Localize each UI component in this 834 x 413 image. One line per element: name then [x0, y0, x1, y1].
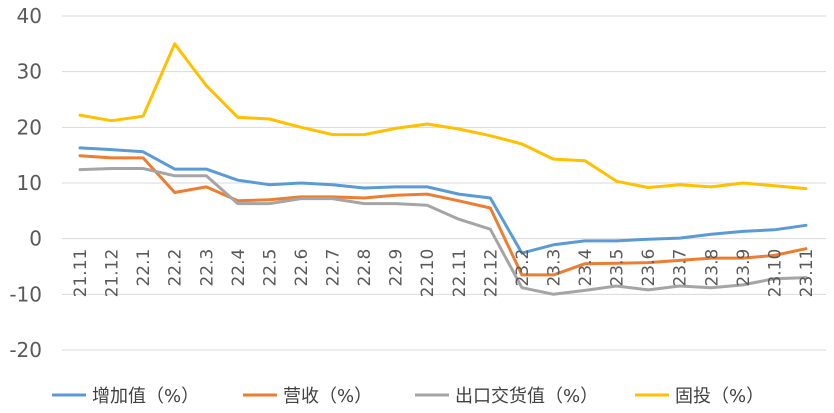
x-tick-label: 22.9 — [387, 249, 407, 287]
y-tick-label: 0 — [29, 227, 42, 251]
series-line-0 — [78, 146, 808, 255]
x-tick-label: 22.3 — [197, 249, 217, 287]
y-tick-label: 20 — [17, 115, 42, 139]
series-line-3 — [78, 42, 808, 191]
y-tick-label: -20 — [9, 338, 42, 362]
y-axis-ticks: 40 30 20 10 0 -10 -20 — [9, 4, 42, 362]
x-tick-label: 22.4 — [229, 249, 249, 287]
x-tick-label: 21.11 — [71, 249, 91, 298]
y-tick-label: -10 — [9, 282, 42, 306]
x-tick-label: 22.5 — [260, 249, 280, 287]
x-tick-label: 23.9 — [734, 249, 754, 287]
legend: 增加值（%） 营收（%） 出口交货值（%） 固投（%） — [52, 386, 764, 407]
x-axis-ticks: 21.11 21.12 22.1 22.2 22.3 22.4 22.5 22.6 22.7 22… — [71, 249, 817, 298]
series-line-1 — [78, 154, 808, 277]
x-tick-label: 22.10 — [418, 249, 438, 298]
x-tick-label: 22.7 — [324, 249, 344, 287]
x-tick-label: 23.2 — [513, 249, 533, 287]
legend-label: 出口交货值（%） — [455, 386, 598, 407]
legend-label: 营收（%） — [283, 386, 372, 407]
x-tick-label: 22.12 — [481, 249, 501, 298]
legend-label: 增加值（%） — [92, 386, 199, 407]
x-tick-label: 23.10 — [765, 249, 785, 298]
x-tick-label: 23.7 — [671, 249, 691, 287]
gridlines — [62, 15, 826, 351]
x-tick-label: 22.1 — [134, 249, 154, 287]
x-tick-label: 23.8 — [702, 249, 722, 287]
x-tick-label: 21.12 — [103, 249, 123, 298]
x-tick-label: 22.11 — [450, 249, 470, 298]
x-tick-label: 22.6 — [292, 249, 312, 287]
x-tick-label: 23.3 — [544, 249, 564, 287]
x-tick-label: 22.8 — [355, 249, 375, 287]
y-tick-label: 30 — [17, 60, 42, 84]
y-tick-label: 40 — [17, 4, 42, 28]
x-tick-label: 23.4 — [576, 249, 596, 287]
series-lines — [78, 42, 808, 296]
x-tick-label: 23.5 — [608, 249, 628, 287]
y-tick-label: 10 — [17, 171, 42, 195]
series-line-2 — [78, 167, 808, 296]
x-tick-label: 23.11 — [797, 249, 817, 298]
x-tick-label: 22.2 — [166, 249, 186, 287]
x-tick-label: 23.6 — [639, 249, 659, 287]
legend-label: 固投（%） — [675, 386, 764, 407]
